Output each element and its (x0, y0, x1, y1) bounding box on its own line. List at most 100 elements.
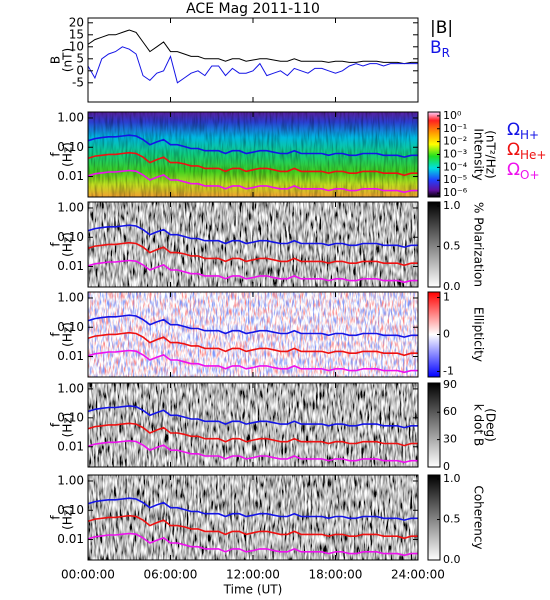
y-axis-label: B (49, 56, 63, 64)
colorbar (428, 292, 440, 377)
legend-name: Ω (507, 160, 520, 180)
legend-name: Ω (507, 120, 520, 140)
spectrogram (88, 383, 418, 467)
colorbar (428, 112, 440, 197)
legend-sub: R (442, 46, 450, 60)
colorbar-tick-label: 10⁻¹ (443, 122, 467, 135)
y-tick-label: -5 (72, 75, 84, 89)
y-axis-label: (Hz) (61, 505, 75, 530)
colorbar-tick-label: 1.0 (443, 199, 461, 212)
y-tick-label: 1.00 (57, 381, 84, 395)
chart-title: ACE Mag 2011-110 (186, 1, 320, 17)
colorbar-frame (427, 382, 441, 468)
y-axis-label: f (49, 422, 63, 427)
data-line (88, 259, 418, 284)
y-tick-label: 1.00 (57, 110, 84, 124)
x-tick-label: 06:00:00 (144, 568, 198, 582)
legend-entry: ΩHe+ (507, 140, 546, 162)
y-tick-label: 1.00 (57, 473, 84, 487)
y-axis-label: (Hz) (61, 142, 75, 167)
y-axis-label: f (49, 515, 63, 520)
legend-sub: He+ (520, 148, 546, 162)
x-tick-label: 18:00:00 (309, 568, 363, 582)
y-axis-label: (Hz) (61, 413, 75, 438)
y-tick-label: 20 (69, 15, 84, 29)
data-line (88, 514, 418, 540)
colorbar-tick-label: 10⁻² (443, 135, 467, 148)
data-line (88, 29, 418, 65)
spectrogram-texture (88, 112, 418, 197)
data-line (88, 422, 418, 447)
legend-entry: |B| (430, 18, 453, 38)
legend-entry: BR (430, 38, 450, 60)
data-line (88, 405, 418, 429)
spectrogram-texture (88, 292, 418, 377)
colorbar-label: Ellipticity (472, 307, 486, 362)
colorbar-label: (Deg) (484, 408, 498, 442)
y-axis-label: f (49, 152, 63, 157)
colorbar-tick-label: 0.0 (443, 553, 461, 566)
y-tick-label: 10 (69, 39, 84, 53)
colorbar (428, 383, 440, 467)
y-axis-label: (nT) (61, 48, 75, 72)
legend-entry: ΩO+ (507, 160, 540, 182)
data-line (88, 224, 418, 248)
data-line (88, 169, 418, 194)
data-line (88, 497, 418, 521)
y-axis-label: f (49, 242, 63, 247)
y-tick-label: 0.10 (57, 410, 84, 424)
legend-name: B (430, 38, 442, 58)
y-tick-label: 0.10 (57, 503, 84, 517)
colorbar-tick-label: 1 (443, 291, 450, 304)
colorbar-tick-label: 0 (443, 460, 450, 473)
y-tick-label: 0.10 (57, 230, 84, 244)
y-tick-label: 0.10 (57, 140, 84, 154)
y-tick-label: 0.10 (57, 320, 84, 334)
colorbar-tick-label: 30 (443, 433, 457, 446)
y-tick-label: 15 (69, 27, 84, 41)
y-tick-label: 0.01 (57, 169, 84, 183)
y-tick-label: 0.01 (57, 532, 84, 546)
colorbar (428, 202, 440, 287)
x-tick-label: 00:00:00 (61, 568, 115, 582)
colorbar-frame (427, 474, 441, 561)
colorbar-tick-label: 10⁻⁵ (443, 173, 467, 186)
y-tick-label: 0 (76, 63, 84, 77)
data-line (88, 241, 418, 267)
y-tick-label: 0.01 (57, 439, 84, 453)
legend-sub: O+ (520, 168, 540, 182)
colorbar-tick-label: 10⁰ (443, 109, 462, 122)
colorbar-label: % Polarization (472, 202, 486, 287)
colorbar-tick-label: -1 (443, 364, 454, 377)
colorbar-label: k dot B (472, 404, 486, 446)
colorbar-tick-label: 0.5 (443, 513, 461, 526)
data-line (88, 134, 418, 158)
colorbar-tick-label: 0 (443, 328, 450, 341)
legend-name: Ω (507, 140, 520, 160)
x-tick-label: 12:00:00 (226, 568, 280, 582)
colorbar-tick-label: 10⁻⁴ (443, 160, 468, 173)
colorbar (428, 475, 440, 560)
colorbar-tick-label: 1.0 (443, 472, 461, 485)
data-line (88, 349, 418, 374)
data-line (88, 532, 418, 557)
y-tick-label: 1.00 (57, 290, 84, 304)
y-axis-label: (Hz) (61, 232, 75, 257)
legend-entry: ΩH+ (507, 120, 539, 142)
colorbar-tick-label: 0.5 (443, 240, 461, 253)
spectrogram (88, 202, 418, 287)
x-axis-label: Time (UT) (223, 583, 283, 597)
y-axis-label: f (49, 332, 63, 337)
x-tick-label: 24:00:00 (391, 568, 445, 582)
y-tick-label: 1.00 (57, 200, 84, 214)
y-tick-label: 0.01 (57, 349, 84, 363)
data-line (88, 46, 418, 84)
colorbar-tick-label: 60 (443, 405, 457, 418)
colorbar-label: (nT²/Hz) (484, 130, 498, 178)
legend-name: |B| (430, 18, 453, 38)
data-line (88, 151, 418, 177)
spectrogram (88, 475, 418, 560)
colorbar-label: Intensity (472, 128, 486, 180)
colorbar-frame (427, 201, 441, 288)
